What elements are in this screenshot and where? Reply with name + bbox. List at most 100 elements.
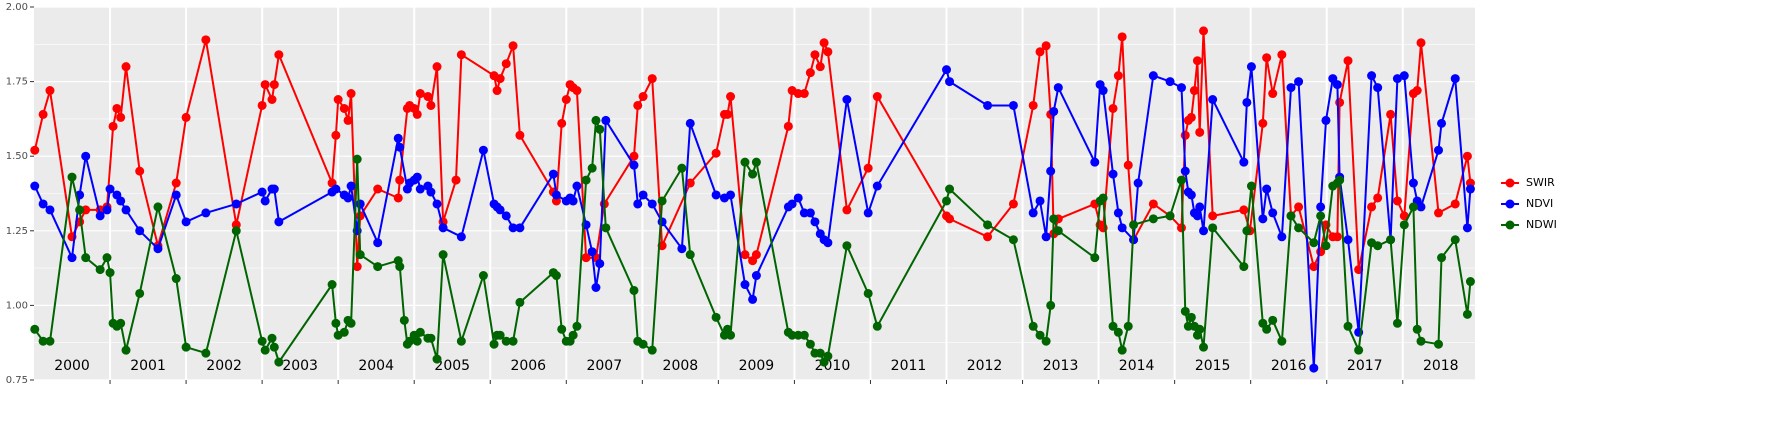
data-point — [1053, 226, 1063, 236]
data-point — [355, 250, 365, 260]
data-point — [1373, 193, 1383, 203]
data-point — [171, 178, 181, 188]
data-point — [805, 339, 815, 349]
data-point — [333, 95, 343, 105]
data-point — [339, 103, 349, 113]
data-point — [591, 115, 601, 125]
data-point — [1386, 235, 1396, 245]
legend-label: NDWI — [1526, 218, 1557, 231]
data-point — [231, 199, 241, 209]
data-point — [45, 205, 55, 215]
data-point — [1028, 208, 1038, 218]
data-point — [1239, 157, 1249, 167]
data-point — [601, 115, 611, 125]
legend-marker — [1505, 220, 1515, 230]
data-point — [1123, 160, 1133, 170]
data-point — [726, 92, 736, 102]
data-point — [629, 285, 639, 295]
data-point — [819, 38, 829, 48]
data-point — [153, 202, 163, 212]
year-label: 2015 — [1195, 358, 1231, 374]
data-point — [267, 333, 277, 343]
data-point — [373, 184, 383, 194]
data-point — [269, 80, 279, 90]
data-point — [823, 238, 833, 248]
data-point — [1367, 71, 1377, 81]
data-point — [1046, 300, 1056, 310]
data-point — [1195, 324, 1205, 334]
data-point — [1008, 235, 1018, 245]
data-point — [456, 336, 466, 346]
data-point — [1041, 232, 1051, 242]
data-point — [515, 297, 525, 307]
data-point — [343, 193, 353, 203]
data-point — [983, 232, 993, 242]
data-point — [823, 47, 833, 57]
data-point — [1098, 193, 1108, 203]
data-point — [95, 265, 105, 275]
data-point — [153, 244, 163, 254]
data-point — [1277, 50, 1287, 60]
data-point — [1399, 211, 1409, 221]
year-label: 2004 — [358, 358, 394, 374]
data-point — [492, 86, 502, 96]
data-point — [67, 253, 77, 263]
data-point — [171, 274, 181, 284]
data-point — [1208, 211, 1218, 221]
data-point — [1189, 86, 1199, 96]
data-point — [495, 330, 505, 340]
data-point — [1343, 235, 1353, 245]
year-label: 2018 — [1423, 358, 1459, 374]
data-point — [863, 163, 873, 173]
data-point — [412, 336, 422, 346]
data-point — [508, 336, 518, 346]
data-point — [432, 354, 442, 364]
data-point — [116, 318, 126, 328]
data-point — [1192, 56, 1202, 66]
data-point — [415, 327, 425, 337]
data-point — [112, 103, 122, 113]
data-point — [551, 271, 561, 281]
data-point — [1373, 241, 1383, 251]
data-point — [1286, 83, 1296, 93]
data-point — [1335, 97, 1345, 107]
data-point — [787, 199, 797, 209]
data-point — [331, 318, 341, 328]
data-point — [181, 342, 191, 352]
series — [30, 26, 1475, 275]
data-point — [1176, 83, 1186, 93]
data-point — [395, 262, 405, 272]
data-point — [1392, 318, 1402, 328]
data-point — [1277, 336, 1287, 346]
year-label: 2005 — [434, 358, 470, 374]
data-point — [548, 169, 558, 179]
data-point — [572, 321, 582, 331]
data-point — [1199, 226, 1209, 236]
data-point — [1367, 202, 1377, 212]
data-point — [1176, 175, 1186, 185]
data-point — [1294, 202, 1304, 212]
data-point — [1392, 74, 1402, 84]
data-point — [1108, 103, 1118, 113]
data-point — [1239, 205, 1249, 215]
data-point — [1046, 166, 1056, 176]
data-point — [1041, 41, 1051, 51]
data-point — [352, 262, 362, 272]
data-point — [1268, 89, 1278, 99]
data-point — [426, 100, 436, 110]
data-point — [1117, 345, 1127, 355]
data-point — [456, 50, 466, 60]
data-point — [1035, 330, 1045, 340]
data-point — [1343, 321, 1353, 331]
data-point — [751, 250, 761, 260]
data-point — [135, 166, 145, 176]
data-point — [1354, 345, 1364, 355]
data-point — [685, 178, 695, 188]
data-point — [135, 226, 145, 236]
data-point — [102, 253, 112, 263]
data-point — [399, 315, 409, 325]
data-point — [260, 80, 270, 90]
data-point — [638, 92, 648, 102]
data-point — [395, 175, 405, 185]
